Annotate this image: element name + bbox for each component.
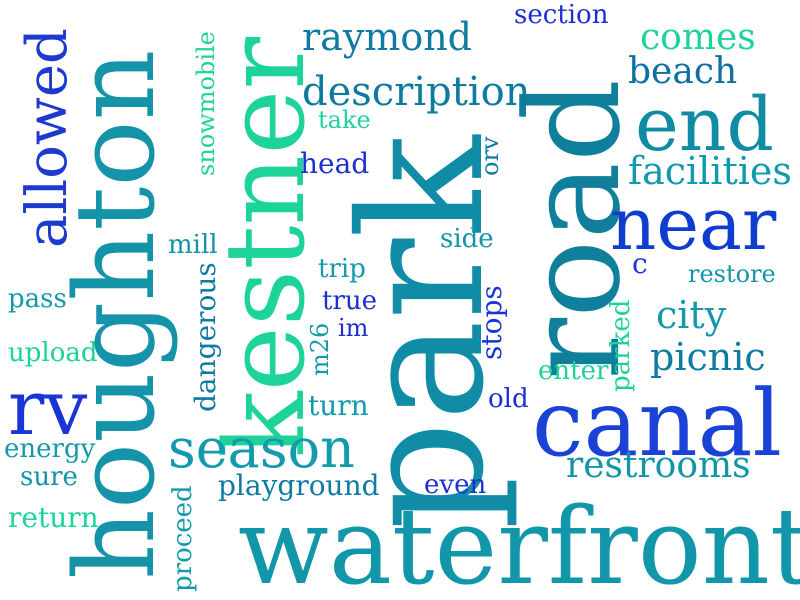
word-sure: sure	[20, 462, 78, 492]
word-side: side	[440, 224, 494, 254]
word-trip: trip	[318, 254, 366, 284]
word-near: near	[610, 182, 777, 266]
word-city: city	[656, 293, 727, 337]
word-allowed: allowed	[15, 28, 80, 248]
word-canal: canal	[532, 370, 782, 477]
word-energy: energy	[4, 434, 96, 464]
word-pass: pass	[8, 284, 67, 314]
word-facilities: facilities	[628, 149, 792, 193]
word-even: even	[424, 470, 487, 500]
word-true: true	[322, 286, 378, 316]
word-dangerous: dangerous	[189, 262, 222, 412]
word-comes: comes	[640, 17, 756, 58]
word-season: season	[168, 417, 355, 480]
word-m26: m26	[306, 322, 334, 376]
word-waterfront: waterfront	[238, 485, 800, 600]
word-turn: turn	[308, 389, 369, 422]
word-restrooms: restrooms	[566, 445, 751, 486]
word-raymond: raymond	[302, 15, 472, 59]
word-parked: parked	[606, 299, 636, 392]
word-mill: mill	[168, 230, 218, 260]
word-head: head	[300, 147, 370, 180]
word-im: im	[338, 314, 369, 342]
word-section: section	[514, 0, 609, 30]
word-upload: upload	[8, 338, 98, 368]
word-picnic: picnic	[650, 335, 766, 379]
word-take: take	[318, 106, 371, 134]
word-restore: restore	[688, 260, 776, 288]
word-old: old	[488, 384, 529, 414]
word-description: description	[302, 69, 531, 115]
word-snowmobile: snowmobile	[192, 31, 220, 176]
word-orv: orv	[476, 136, 504, 176]
word-c: c	[632, 247, 648, 280]
word-enter: enter	[538, 356, 609, 386]
word-return: return	[8, 501, 99, 534]
word-beach: beach	[628, 51, 738, 92]
word-stops: stops	[475, 285, 508, 360]
word-playground: playground	[218, 469, 380, 502]
word-rv: rv	[8, 363, 88, 452]
word-end: end	[635, 82, 774, 168]
word-proceed: proceed	[168, 485, 198, 592]
